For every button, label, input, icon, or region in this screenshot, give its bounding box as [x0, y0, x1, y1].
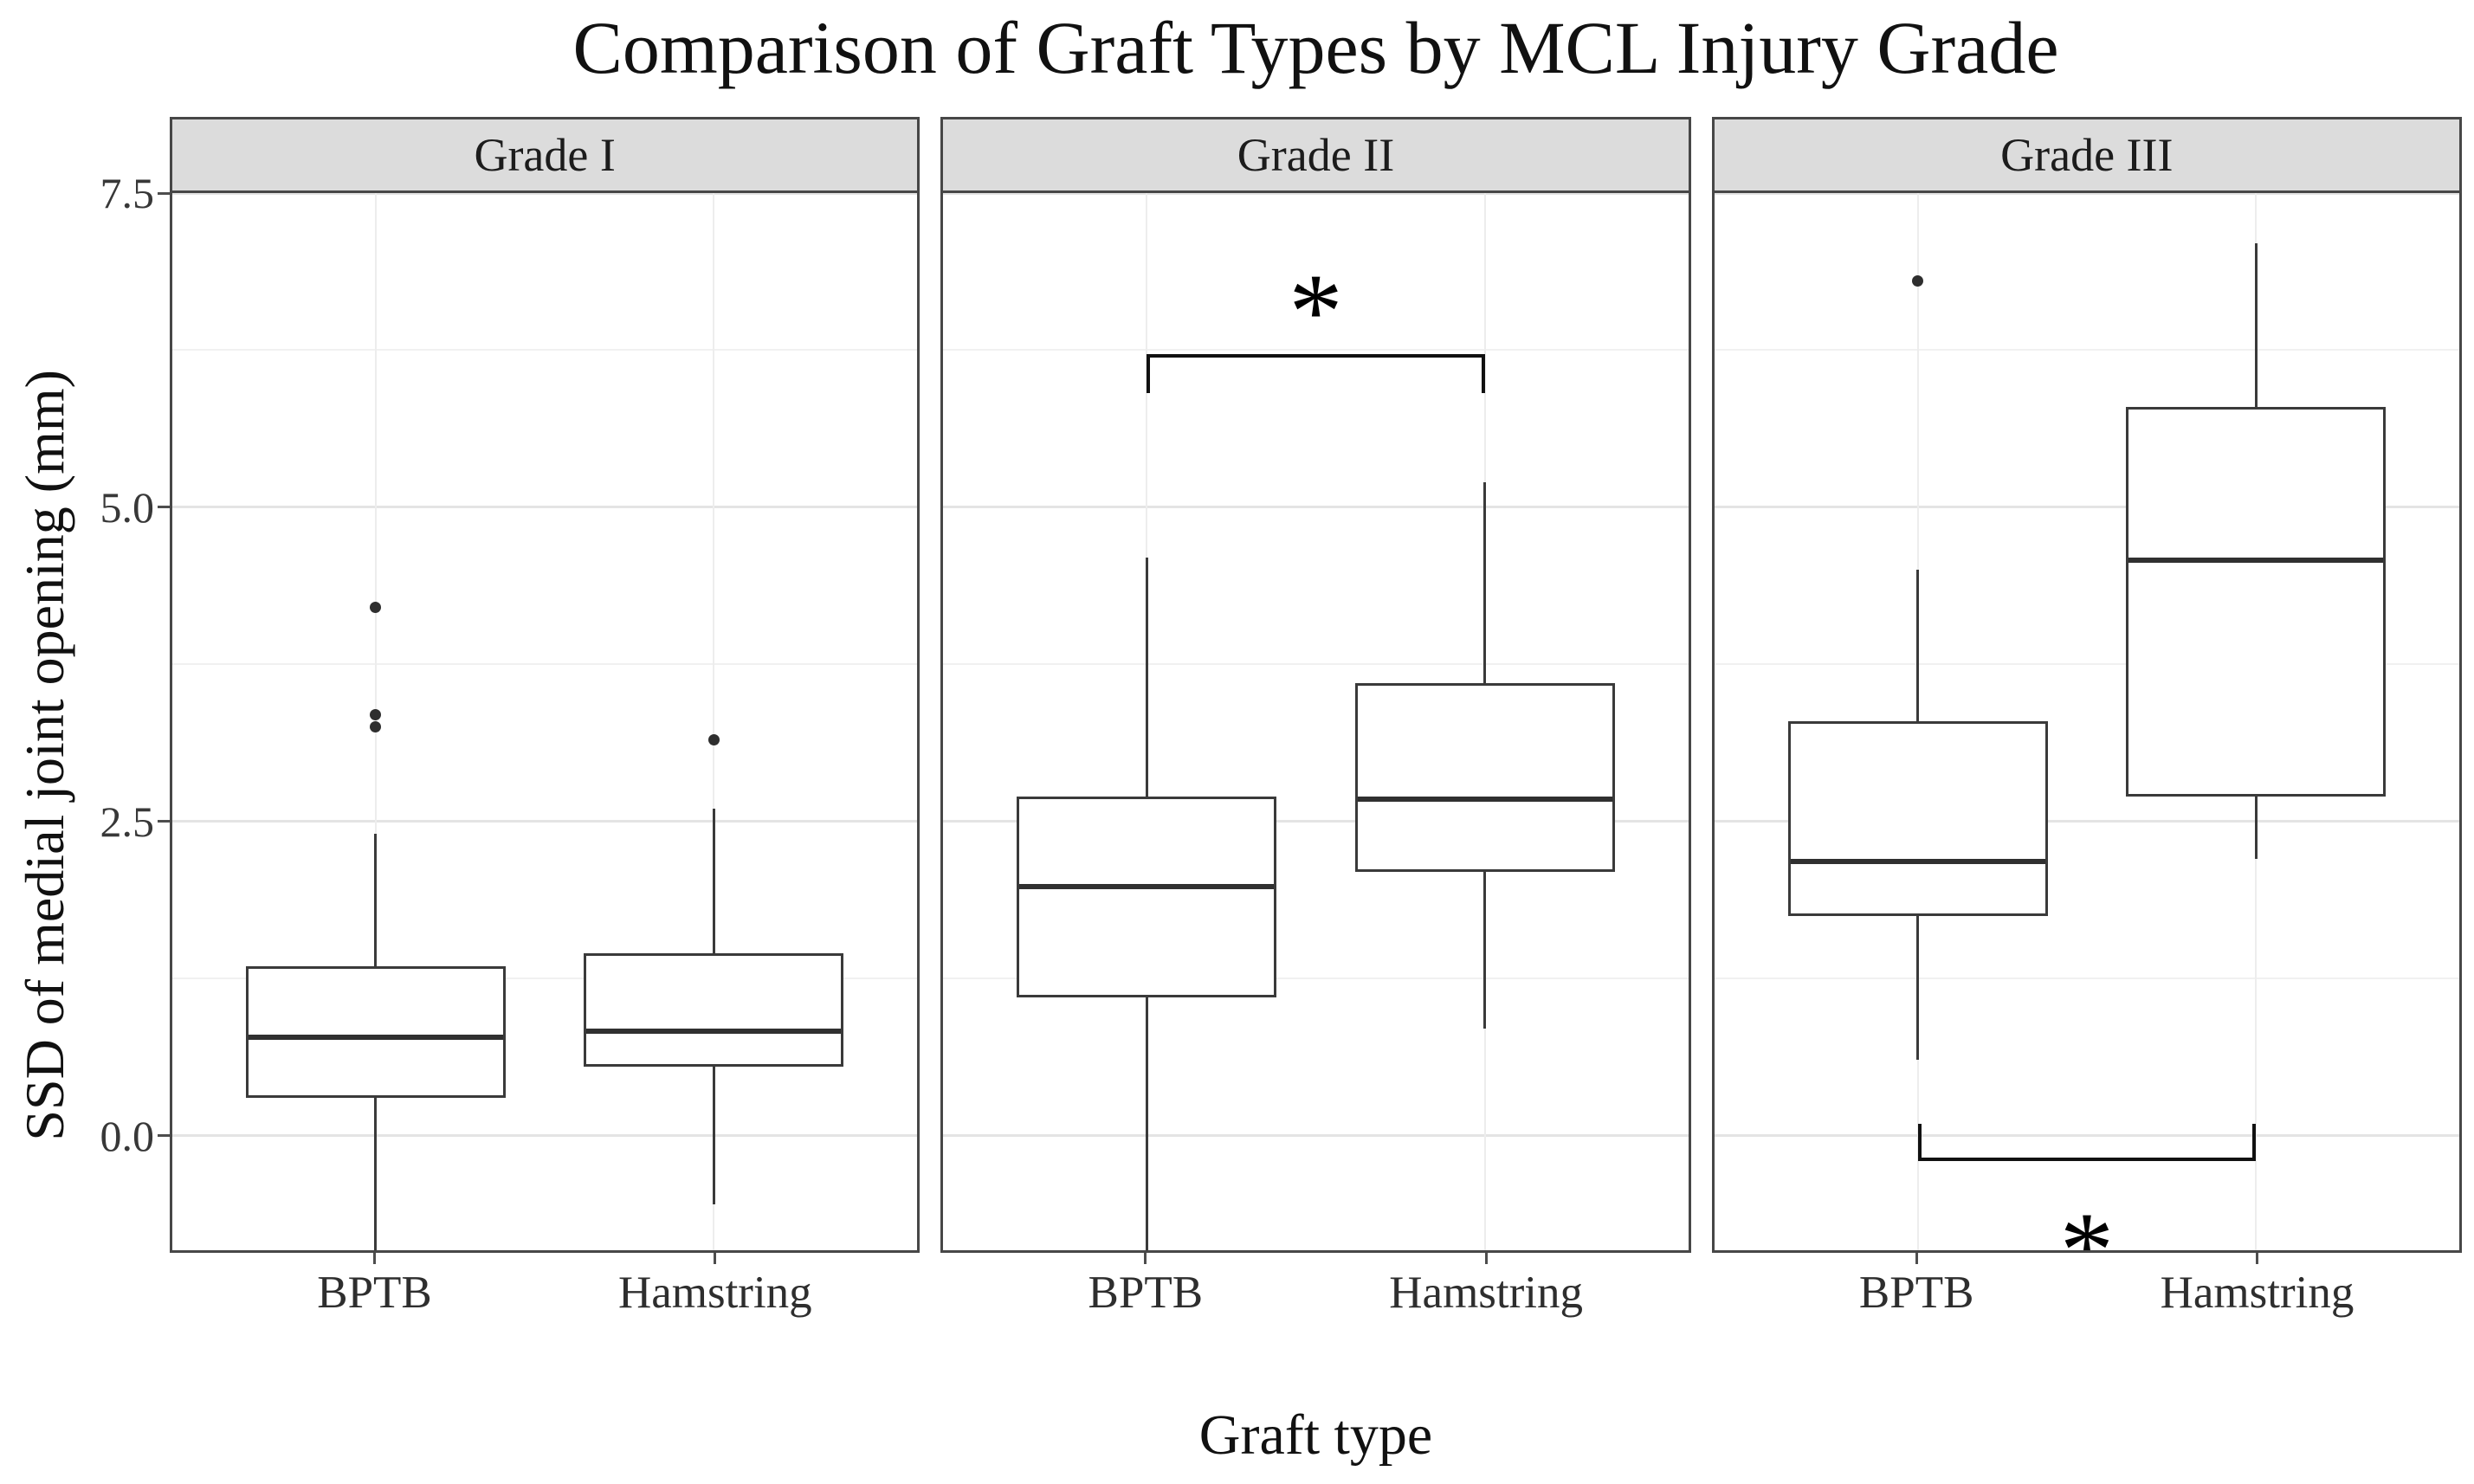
x-tick-mark: [2255, 1253, 2258, 1264]
gridline-major: [172, 193, 918, 195]
plot-area: *: [1711, 193, 2462, 1253]
outlier-point: [707, 733, 720, 745]
boxplot-whisker-lower: [1916, 915, 1920, 1061]
boxplot-box-bptb: [1017, 796, 1277, 997]
y-axis: 0.0 2.5 5.0 7.5: [0, 0, 170, 1484]
x-category-label: BPTB: [1088, 1268, 1204, 1318]
gridline-major: [943, 506, 1689, 509]
boxplot-whisker-upper: [712, 809, 715, 954]
plot-area: [170, 193, 920, 1253]
boxplot-median: [1019, 884, 1275, 890]
boxplot-whisker-lower: [712, 1066, 715, 1205]
gridline-major: [1714, 193, 2459, 195]
category-gridline: [713, 193, 715, 1250]
boxplot-median: [1357, 796, 1612, 802]
plot-area: *: [940, 193, 1691, 1253]
x-axis-labels: BPTB Hamstring: [1712, 1253, 2462, 1318]
gridline-minor: [172, 349, 918, 352]
x-tick-mark: [373, 1253, 376, 1264]
boxplot-box-hamstring: [584, 953, 844, 1067]
boxplot-whisker-upper: [1483, 481, 1487, 684]
x-axis-title: Graft type: [1198, 1403, 1433, 1467]
facet-strip: Grade II: [940, 117, 1691, 193]
boxplot-median: [1790, 859, 2045, 865]
significance-asterisk: *: [1289, 252, 1343, 372]
boxplot-whisker-upper: [1145, 557, 1148, 797]
outlier-point: [370, 721, 382, 733]
gridline-minor: [172, 978, 918, 980]
x-tick-mark: [1144, 1253, 1147, 1264]
facet-strip: Grade III: [1711, 117, 2462, 193]
boxplot-whisker-lower: [374, 1098, 378, 1250]
gridline-minor: [1714, 978, 2459, 980]
boxplot-median: [586, 1029, 842, 1035]
facet-strip: Grade I: [170, 117, 920, 193]
significance-bracket: [1917, 1124, 2257, 1161]
x-category-label: BPTB: [1858, 1268, 1974, 1318]
gridline-major: [1714, 506, 2459, 509]
facet-grade-i: Grade I BPTB Hamstring: [170, 117, 920, 1318]
gridline-major: [172, 506, 918, 509]
x-tick-mark: [1484, 1253, 1488, 1264]
y-tick-label: 2.5: [100, 797, 155, 846]
facet-panels: Grade I BPTB Hamstring Grade II * BPTB Hamstri…: [170, 117, 2462, 1318]
facet-grade-ii: Grade II * BPTB Hamstring: [940, 117, 1691, 1318]
outlier-point: [370, 602, 382, 614]
x-category-label: Hamstring: [2160, 1268, 2354, 1318]
significance-asterisk: *: [2059, 1190, 2115, 1253]
y-tick-label: 7.5: [100, 169, 155, 217]
gridline-minor: [943, 978, 1689, 980]
facet-grade-iii: Grade III * BPTB Hamstring: [1711, 117, 2462, 1318]
gridline-minor: [172, 663, 918, 666]
gridline-major: [943, 1134, 1689, 1138]
outlier-point: [1912, 275, 1924, 287]
facet-label: Grade II: [1237, 129, 1395, 181]
facet-label: Grade I: [474, 129, 616, 181]
gridline-minor: [1714, 663, 2459, 666]
gridline-major: [943, 193, 1689, 195]
boxplot-whisker-lower: [1483, 871, 1487, 1029]
boxplot-whisker-upper: [374, 834, 378, 966]
gridline-major: [1714, 820, 2459, 823]
boxplot-box-hamstring: [1354, 683, 1615, 872]
chart-title: Comparison of Graft Types by MCL Injury …: [572, 6, 2059, 89]
y-tick-mark: [158, 506, 170, 509]
y-tick-mark: [158, 1134, 170, 1138]
gridline-minor: [1714, 349, 2459, 352]
boxplot-whisker-lower: [1145, 997, 1148, 1250]
boxplot-box-bptb: [1787, 720, 2048, 916]
gridline-major: [1714, 1134, 2459, 1138]
x-tick-mark: [714, 1253, 717, 1264]
outlier-point: [370, 708, 382, 720]
x-tick-mark: [1915, 1253, 1918, 1264]
y-tick-label: 5.0: [100, 482, 155, 532]
y-tick-mark: [158, 191, 170, 195]
gridline-minor: [943, 349, 1689, 352]
gridline-major: [172, 820, 918, 823]
boxplot-whisker-upper: [2254, 243, 2258, 407]
boxplot-box-hamstring: [2126, 406, 2387, 797]
boxplot-whisker-lower: [2254, 796, 2258, 860]
y-tick-mark: [158, 820, 170, 823]
x-category-label: Hamstring: [1389, 1268, 1584, 1318]
gridline-major: [943, 820, 1689, 823]
boxplot-whisker-upper: [1916, 570, 1920, 721]
boxplot-median: [248, 1035, 503, 1041]
significance-bracket: [1147, 353, 1485, 393]
x-category-label: Hamstring: [617, 1268, 812, 1318]
x-axis-labels: BPTB Hamstring: [940, 1253, 1690, 1318]
gridline-minor: [943, 663, 1689, 666]
y-tick-label: 0.0: [100, 1111, 155, 1160]
x-axis-labels: BPTB Hamstring: [170, 1253, 920, 1318]
boxplot-median: [2128, 557, 2384, 563]
boxplot-box-bptb: [245, 965, 506, 1098]
x-category-label: BPTB: [317, 1268, 432, 1318]
gridline-major: [172, 1134, 918, 1138]
facet-label: Grade III: [2000, 129, 2174, 181]
